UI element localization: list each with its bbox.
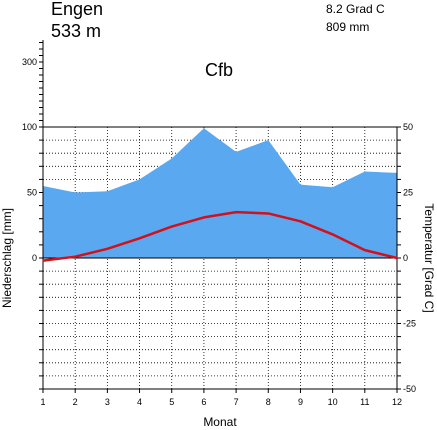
temp-tick-label: 0 bbox=[403, 253, 408, 263]
x-tick-label: 6 bbox=[201, 397, 206, 407]
temperature-series bbox=[42, 210, 398, 262]
x-axis-label: Monat bbox=[203, 415, 237, 429]
temperature-line bbox=[42, 210, 398, 262]
axes bbox=[39, 40, 401, 393]
precipitation-point bbox=[235, 151, 237, 153]
station-name: Engen bbox=[51, 0, 103, 19]
precip-tick-label: 300 bbox=[22, 57, 37, 67]
y-axis-label-left: Niederschlag [mm] bbox=[0, 208, 14, 308]
temperature-point bbox=[267, 212, 269, 215]
x-tick-label: 10 bbox=[328, 397, 338, 407]
station-elevation: 533 m bbox=[51, 21, 101, 41]
temperature-point bbox=[42, 260, 44, 262]
precipitation-point bbox=[74, 191, 76, 194]
temperature-point bbox=[171, 225, 173, 228]
temperature-point bbox=[299, 220, 302, 222]
x-tick-label: 11 bbox=[360, 397, 369, 407]
precipitation-point bbox=[203, 127, 205, 129]
climate-class: Cfb bbox=[205, 60, 233, 80]
precipitation-series bbox=[42, 127, 398, 258]
annual-precipitation: 809 mm bbox=[326, 20, 369, 34]
temperature-point bbox=[203, 216, 205, 218]
x-tick-label: 7 bbox=[234, 397, 239, 407]
x-tick-label: 5 bbox=[169, 397, 174, 407]
precipitation-point bbox=[171, 157, 173, 160]
x-tick-label: 2 bbox=[73, 397, 78, 407]
x-tick-label: 9 bbox=[298, 397, 303, 407]
y-axis-label-right: Temperatur [Grad C] bbox=[422, 203, 436, 312]
temperature-point bbox=[235, 211, 237, 213]
temp-tick-label: -25 bbox=[403, 319, 416, 329]
precipitation-point bbox=[267, 139, 269, 141]
temp-tick-label: 25 bbox=[403, 188, 413, 198]
x-tick-label: 4 bbox=[137, 397, 142, 407]
precip-tick-label: 0 bbox=[32, 253, 37, 263]
temperature-point bbox=[138, 237, 141, 239]
temperature-point bbox=[74, 256, 76, 258]
temperature-point bbox=[106, 248, 108, 250]
x-tick-label: 1 bbox=[40, 397, 45, 407]
temp-tick-label: 50 bbox=[403, 122, 413, 132]
precipitation-point bbox=[138, 178, 141, 180]
precipitation-point bbox=[364, 170, 366, 173]
precipitation-point bbox=[299, 184, 302, 186]
precip-tick-label: 50 bbox=[27, 188, 37, 198]
temperature-point bbox=[364, 249, 366, 251]
precip-tick-label: 100 bbox=[22, 122, 37, 132]
annual-temperature: 8.2 Grad C bbox=[326, 2, 385, 16]
precipitation-point bbox=[106, 190, 108, 192]
temperature-point bbox=[332, 233, 334, 236]
precipitation-point bbox=[332, 186, 334, 188]
x-tick-label: 8 bbox=[266, 397, 271, 407]
temperature-point bbox=[396, 257, 398, 259]
x-tick-label: 12 bbox=[392, 397, 402, 407]
x-tick-label: 3 bbox=[105, 397, 110, 407]
temp-tick-label: -50 bbox=[403, 384, 416, 394]
